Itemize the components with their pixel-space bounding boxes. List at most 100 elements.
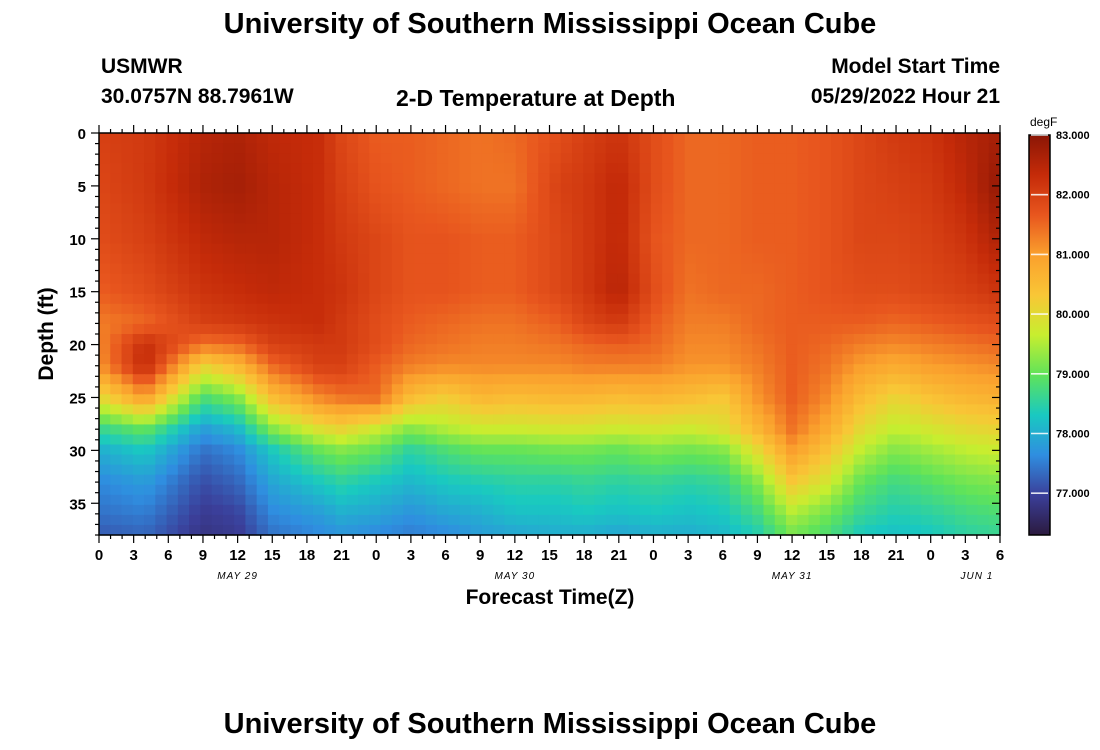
heatmap-cell bbox=[436, 424, 449, 436]
heatmap-cell bbox=[177, 364, 190, 375]
heatmap-cell bbox=[493, 173, 506, 184]
heatmap-cell bbox=[358, 253, 370, 265]
heatmap-cell bbox=[909, 283, 922, 295]
heatmap-cell bbox=[459, 283, 472, 295]
heatmap-cell bbox=[132, 253, 145, 265]
heatmap-cell bbox=[898, 434, 911, 446]
heatmap-cell bbox=[267, 444, 280, 456]
heatmap-cell bbox=[707, 334, 720, 345]
heatmap-cell bbox=[594, 253, 607, 265]
heatmap-cell bbox=[470, 344, 483, 355]
heatmap-cell bbox=[515, 514, 528, 526]
heatmap-cell bbox=[279, 364, 292, 375]
heatmap-cell bbox=[189, 454, 201, 466]
heatmap-cell bbox=[560, 313, 573, 325]
heatmap-cell bbox=[279, 484, 292, 496]
heatmap-cell bbox=[549, 143, 562, 154]
heatmap-cell bbox=[853, 524, 866, 536]
heatmap-cell bbox=[786, 344, 798, 355]
heatmap-cell bbox=[977, 504, 990, 516]
heatmap-cell bbox=[380, 344, 393, 355]
heatmap-cell bbox=[617, 444, 629, 456]
heatmap-cell bbox=[583, 283, 596, 295]
heatmap-cell bbox=[819, 514, 832, 526]
heatmap-cell bbox=[628, 163, 641, 174]
heatmap-cell bbox=[819, 323, 832, 335]
heatmap-cell bbox=[898, 253, 911, 265]
heatmap-cell bbox=[481, 253, 494, 265]
heatmap-cell bbox=[448, 434, 460, 446]
heatmap-cell bbox=[549, 223, 562, 235]
heatmap-cell bbox=[234, 524, 247, 536]
heatmap-cell bbox=[729, 263, 742, 275]
heatmap-cell bbox=[144, 364, 156, 375]
heatmap-cell bbox=[144, 474, 156, 486]
heatmap-cell bbox=[684, 203, 697, 214]
heatmap-cell bbox=[774, 153, 787, 164]
heatmap-cell bbox=[909, 484, 922, 496]
heatmap-cell bbox=[763, 404, 776, 415]
heatmap-cell bbox=[222, 474, 235, 486]
heatmap-cell bbox=[380, 273, 393, 285]
heatmap-cell bbox=[921, 253, 934, 265]
heatmap-cell bbox=[121, 364, 134, 375]
heatmap-cell bbox=[526, 524, 539, 536]
heatmap-cell bbox=[132, 454, 145, 466]
heatmap-cell bbox=[831, 494, 843, 506]
heatmap-cell bbox=[312, 354, 325, 365]
heatmap-cell bbox=[774, 434, 787, 446]
heatmap-cell bbox=[234, 323, 247, 335]
heatmap-cell bbox=[977, 334, 990, 345]
heatmap-cell bbox=[786, 514, 798, 526]
heatmap-cell bbox=[695, 213, 708, 225]
heatmap-cell bbox=[797, 334, 810, 345]
heatmap-cell bbox=[493, 334, 506, 345]
heatmap-cell bbox=[797, 524, 810, 536]
heatmap-cell bbox=[245, 474, 258, 486]
heatmap-cell bbox=[954, 223, 967, 235]
heatmap-cell bbox=[887, 454, 900, 466]
heatmap-cell bbox=[662, 474, 674, 486]
heatmap-cell bbox=[808, 404, 821, 415]
heatmap-cell bbox=[718, 253, 731, 265]
heatmap-cell bbox=[763, 334, 776, 345]
heatmap-cell bbox=[639, 183, 652, 194]
heatmap-cell bbox=[954, 233, 967, 245]
heatmap-cell bbox=[763, 233, 776, 245]
heatmap-cell bbox=[504, 143, 517, 154]
heatmap-cell bbox=[324, 323, 337, 335]
heatmap-cell bbox=[628, 253, 641, 265]
heatmap-cell bbox=[774, 313, 787, 325]
heatmap-cell bbox=[797, 384, 810, 395]
heatmap-cell bbox=[256, 213, 269, 225]
heatmap-cell bbox=[155, 504, 168, 516]
heatmap-cell bbox=[763, 374, 776, 385]
heatmap-cell bbox=[909, 253, 922, 265]
heatmap-cell bbox=[324, 263, 337, 275]
heatmap-cell bbox=[380, 504, 393, 516]
heatmap-cell bbox=[312, 303, 325, 315]
heatmap-cell bbox=[774, 444, 787, 456]
heatmap-cell bbox=[279, 223, 292, 235]
heatmap-cell bbox=[346, 454, 359, 466]
heatmap-cell bbox=[279, 143, 292, 154]
heatmap-cell bbox=[380, 364, 393, 375]
heatmap-cell bbox=[684, 484, 697, 496]
y-tick-label: 20 bbox=[69, 338, 86, 355]
heatmap-cell bbox=[414, 173, 427, 184]
heatmap-cell bbox=[639, 293, 652, 305]
heatmap-cell bbox=[594, 153, 607, 164]
heatmap-cell bbox=[414, 243, 427, 255]
heatmap-cell bbox=[144, 394, 156, 405]
heatmap-cell bbox=[831, 484, 843, 496]
heatmap-cell bbox=[583, 464, 596, 476]
heatmap-cell bbox=[594, 434, 607, 446]
heatmap-cell bbox=[988, 454, 1001, 466]
heatmap-cell bbox=[583, 454, 596, 466]
heatmap-cell bbox=[245, 414, 258, 426]
heatmap-cell bbox=[786, 444, 798, 456]
heatmap-cell bbox=[189, 233, 201, 245]
heatmap-cell bbox=[774, 143, 787, 154]
heatmap-cell bbox=[189, 163, 201, 174]
heatmap-cell bbox=[831, 344, 843, 355]
